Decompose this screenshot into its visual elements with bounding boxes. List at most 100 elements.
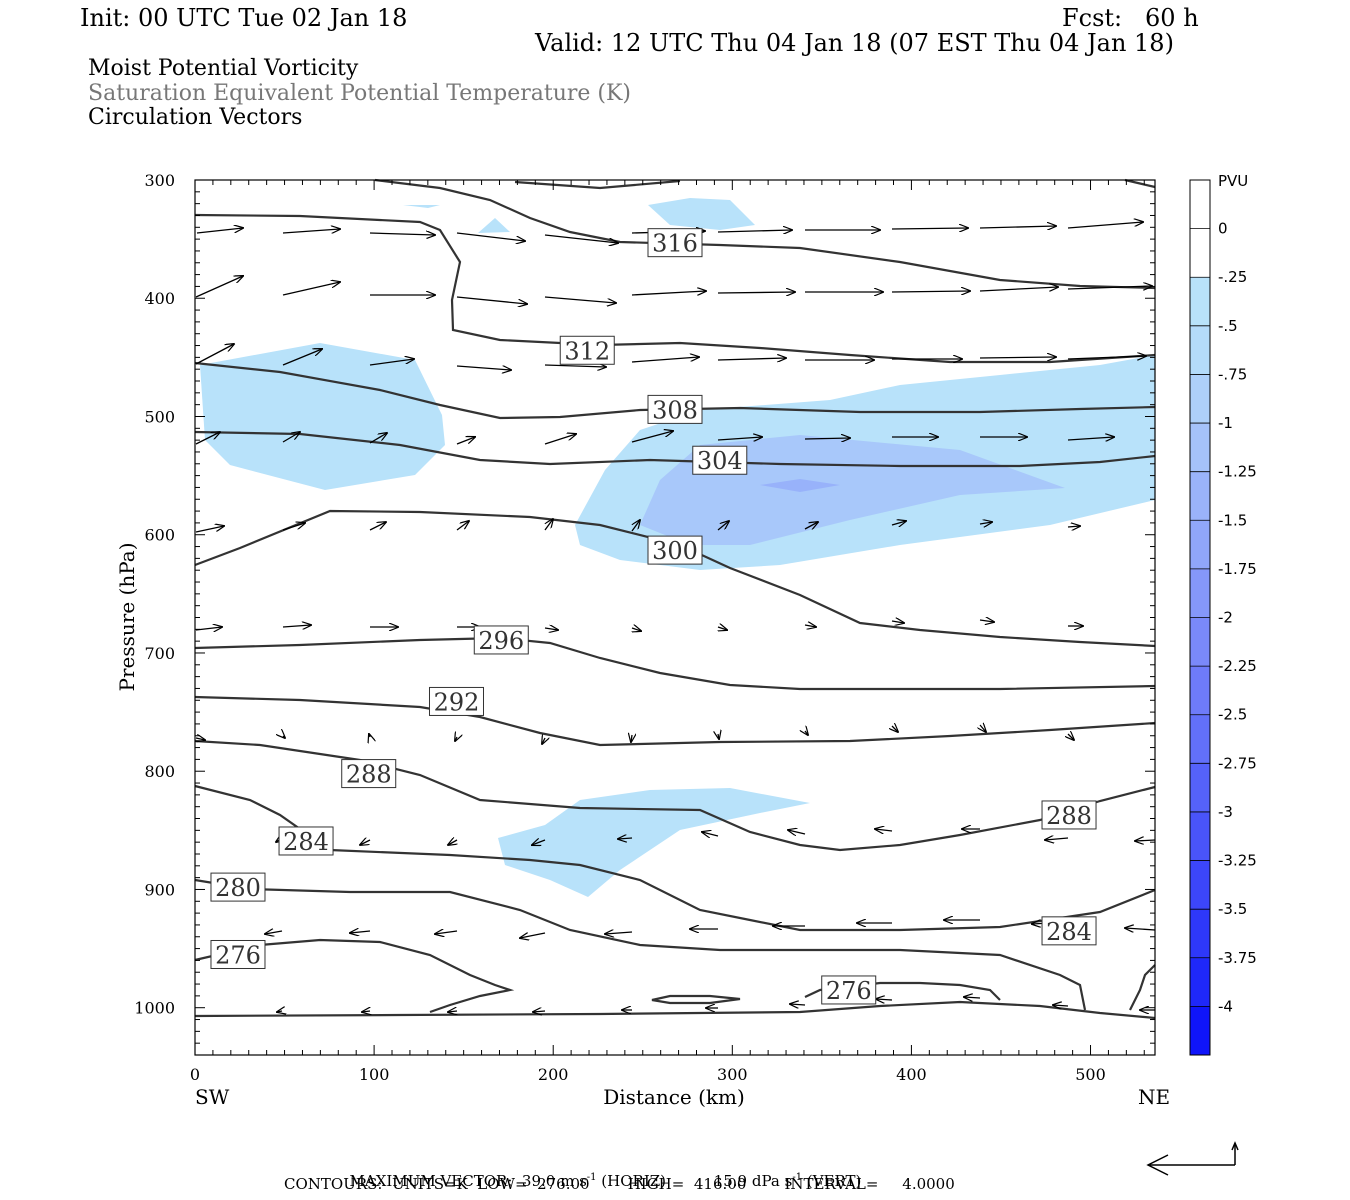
wind-vector	[717, 230, 792, 232]
wind-vector	[195, 432, 220, 445]
contour-label-box	[210, 872, 266, 902]
contour-label: 276	[821, 975, 877, 1005]
wind-vector	[542, 738, 545, 744]
colorbar-label: -1	[1218, 414, 1233, 432]
colorbar-swatch	[1190, 325, 1210, 375]
colorbar-label: -.25	[1218, 268, 1247, 286]
wind-vector	[195, 344, 234, 365]
wind-vector	[618, 838, 633, 839]
contour-label-text: 292	[434, 688, 480, 716]
contour-label: 304	[692, 445, 748, 475]
wind-vector	[435, 931, 458, 934]
colorbar-label: -2.25	[1218, 657, 1257, 675]
contour-label-text: 280	[215, 874, 261, 902]
colorbar-label: -.5	[1218, 317, 1238, 335]
wind-vector	[369, 433, 387, 444]
colorbar-label: -2.75	[1218, 754, 1257, 772]
wind-vector	[979, 357, 1056, 358]
contours-info-line: CONTOURS: UNITS=K LOW= 276.00 HIGH= 416.…	[284, 1175, 955, 1193]
title-pv: Moist Potential Vorticity	[88, 56, 359, 81]
colorbar-unit: PVU	[1218, 172, 1248, 190]
contour-label: 288	[1041, 800, 1097, 830]
contour-label-box	[473, 625, 529, 655]
y-tick-label: 900	[144, 880, 175, 899]
contour-label-text: 304	[697, 447, 743, 475]
colorbar-swatch	[1190, 180, 1210, 230]
contour-line	[194, 509, 1156, 648]
contour-label-box	[1041, 916, 1097, 946]
contour-label-box	[692, 445, 748, 475]
contour-labels: 316 312 308 304 300 296 292 288 288 284 280 276 284 2…	[210, 228, 1097, 1005]
x-tick-label: 0	[190, 1065, 200, 1084]
contour-label-box	[647, 535, 703, 565]
contour-label: 316	[647, 228, 703, 258]
wind-vector	[717, 292, 795, 293]
footer-line1-mid: (HORIZ) 15.9 dPa s	[596, 1172, 793, 1190]
colorbar-swatch	[1190, 374, 1210, 424]
wind-vector	[632, 628, 641, 631]
contour-line	[804, 981, 1001, 1001]
pv-shade-region	[478, 218, 510, 233]
wind-vector	[718, 734, 719, 739]
wind-vector	[448, 1011, 457, 1012]
wind-vector	[790, 1004, 806, 1005]
contour-line	[194, 938, 515, 1014]
pv-colorbar: PVU 0 -.25 -.5 -.75 -1 -1.25 -1.5 -1.75 -2 -2.25 -2…	[1189, 172, 1257, 1056]
wind-vector	[282, 625, 311, 627]
y-tick-label: 800	[144, 762, 175, 781]
y-tick-label: 500	[144, 407, 175, 426]
colorbar-swatch	[1190, 423, 1210, 473]
contour-line	[194, 213, 1156, 364]
colorbar-label: -1.25	[1218, 463, 1257, 481]
init-time: Init: 00 UTC Tue 02 Jan 18	[80, 4, 408, 32]
reference-vector-head	[1146, 1154, 1169, 1176]
wind-vector	[283, 736, 285, 738]
contour-line	[194, 1000, 1156, 1020]
contour-label-box	[428, 686, 484, 716]
contour-label-box	[647, 228, 703, 258]
contour-label: 292	[428, 686, 484, 716]
colorbar-swatch	[1190, 277, 1210, 327]
wind-vector	[456, 232, 525, 241]
contour-label-box	[341, 759, 397, 789]
contour-label-box	[278, 826, 334, 856]
contour-line	[194, 695, 1156, 747]
max-vector-line: MAXIMUM VECTOR: 39.0 m s-1 (HORIZ) 15.9 …	[340, 1158, 862, 1190]
contour-label-box	[1041, 800, 1097, 830]
wind-vector	[369, 522, 386, 531]
y-tick-label: 300	[144, 171, 175, 190]
colorbar-label: -4	[1218, 997, 1233, 1015]
title-theta: Saturation Equivalent Potential Temperat…	[88, 81, 631, 106]
wind-vector	[717, 521, 729, 531]
contour-label-text: 300	[652, 537, 698, 565]
wind-vector	[718, 627, 727, 630]
wind-vector	[804, 625, 816, 627]
x-tick-label: 400	[896, 1065, 927, 1084]
wind-vector	[195, 627, 222, 630]
wind-vector	[891, 291, 970, 292]
sw-endpoint: SW	[195, 1085, 230, 1109]
pv-shade-region	[403, 205, 440, 208]
y-axis-title: Pressure (hPa)	[115, 543, 139, 692]
wind-vector	[544, 296, 616, 303]
wind-vector	[1125, 928, 1156, 930]
colorbar-swatch	[1190, 520, 1210, 570]
contour-label: 284	[1041, 916, 1097, 946]
contour-label: 300	[647, 535, 703, 565]
wind-vector	[1067, 356, 1146, 359]
wind-vector	[282, 432, 300, 443]
x-axis-title: Distance (km)	[603, 1085, 745, 1109]
contour-label: 308	[647, 394, 703, 424]
y-tick-label: 600	[144, 526, 175, 545]
wind-vector	[980, 725, 986, 732]
wind-vector	[282, 282, 340, 296]
wind-vector	[455, 737, 457, 741]
wind-vector	[605, 932, 633, 934]
wind-vector	[369, 734, 370, 737]
contour-label: 284	[278, 826, 334, 856]
y-tick-label: 700	[144, 644, 175, 663]
contour-label: 276	[210, 939, 266, 969]
colorbar-label: -1.5	[1218, 511, 1247, 529]
colorbar-label: 0	[1218, 220, 1228, 238]
